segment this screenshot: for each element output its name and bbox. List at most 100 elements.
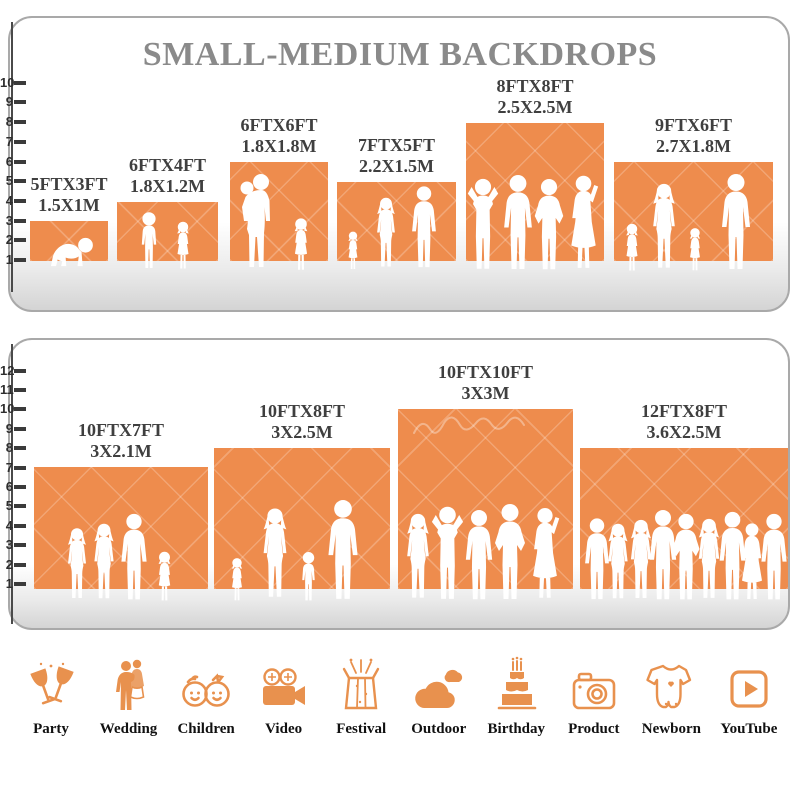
backdrop-size-ft: 9FTX6FT: [654, 115, 733, 135]
backdrop-10ftx10ft: 10FTX10FT 3X3M: [398, 362, 573, 600]
birthday-icon: [491, 656, 541, 712]
backdrop-size-m: 3X2.5M: [271, 422, 333, 442]
ruler-tick: 6: [0, 154, 26, 170]
category-youtube: YouTube: [712, 656, 786, 738]
ruler-number: 6: [5, 479, 13, 494]
page-title: SMALL-MEDIUM BACKDROPS: [142, 36, 658, 73]
ruler-number: 10: [0, 75, 15, 90]
ruler-tick: 10: [0, 401, 26, 417]
outdoor-icon: [412, 656, 466, 712]
backdrop-label: 6FTX6FT 1.8X1.8M: [240, 115, 317, 157]
backdrop-label: 5FTX3FT 1.5X1M: [30, 174, 107, 216]
silhouette-man-hands-on-hips: [495, 504, 525, 599]
category-wedding: Wedding: [92, 656, 166, 738]
backdrop-label: 9FTX6FT 2.7X1.8M: [655, 115, 732, 157]
ruler-number: 10: [0, 401, 15, 416]
ruler-dash: [14, 219, 26, 223]
category-video: Video: [247, 656, 321, 738]
ruler-number: 12: [0, 363, 15, 378]
category-children: Children: [169, 656, 243, 738]
silhouette-man: [722, 174, 750, 269]
backdrop-size-m: 2.2X1.5M: [358, 156, 434, 176]
backdrop-10ftx7ft: 10FTX7FT 3X2.1M: [34, 420, 208, 601]
backdrop-size-ft: 7FTX5FT: [357, 135, 436, 155]
wedding-icon: [106, 656, 152, 712]
ruler-dash: [14, 563, 26, 567]
backdrop-label: 6FTX4FT 1.8X1.2M: [129, 155, 206, 197]
ruler-tick: 5: [0, 173, 26, 189]
category-label: Birthday: [487, 721, 546, 737]
ruler-number: 11: [0, 382, 14, 397]
backdrop-label: 7FTX5FT 2.2X1.5M: [358, 135, 435, 177]
ruler-dash: [14, 582, 26, 586]
silhouette-woman-dress-arm-up: [533, 507, 560, 598]
ruler-number: 4: [5, 518, 13, 533]
backdrop-size-m: 1.8X1.2M: [129, 176, 205, 196]
backdrop-label: 10FTX10FT 3X3M: [438, 362, 533, 404]
ruler-tick: 10: [0, 75, 26, 91]
silhouette-girl: [626, 223, 638, 271]
ruler-tick: 3: [0, 213, 26, 229]
backdrop-size-m: 3X2.1M: [90, 441, 152, 461]
backdrop-label: 10FTX7FT 3X2.1M: [78, 420, 164, 462]
silhouette-woman-dress-arm-up: [571, 175, 599, 268]
ruler-tick: 9: [0, 421, 26, 437]
ruler-number: 8: [5, 440, 13, 455]
category-label: Video: [265, 721, 303, 737]
ruler-dash: [14, 179, 26, 183]
ruler-number: 3: [5, 537, 13, 552]
ruler-number: 2: [5, 557, 13, 572]
silhouette-man-hands-on-hips: [534, 178, 564, 270]
youtube-icon: [726, 656, 772, 712]
ruler-tick: 1: [0, 252, 26, 268]
ruler-tick: 2: [0, 557, 26, 573]
category-label: Festival: [336, 721, 387, 737]
ruler-number: 7: [5, 460, 13, 475]
ruler-tick: 6: [0, 479, 26, 495]
ruler-tick: 9: [0, 94, 26, 110]
silhouette-mother-holding-baby: [240, 174, 270, 267]
silhouette-baby-crawling: [50, 237, 93, 267]
category-label: Product: [568, 721, 620, 737]
category-label: Party: [33, 721, 69, 737]
ruler-number: 4: [5, 193, 13, 208]
silhouette-toddler: [231, 558, 243, 601]
category-label: Wedding: [99, 721, 158, 737]
ruler-dash: [14, 160, 26, 164]
ruler-dash: [14, 466, 26, 470]
ruler-dash: [14, 140, 26, 144]
ruler-number: 2: [5, 232, 13, 247]
ruler-tick: 3: [0, 537, 26, 553]
silhouette-girl: [689, 228, 701, 271]
category-label: Children: [177, 721, 235, 737]
party-icon: [25, 656, 77, 712]
backdrop-label: 12FTX8FT 3.6X2.5M: [641, 401, 727, 443]
ruler-dash: [14, 485, 26, 489]
silhouette-toddler: [348, 231, 358, 269]
ruler-dash: [14, 238, 26, 242]
silhouette-woman: [653, 183, 675, 268]
silhouette-girl: [294, 218, 308, 270]
silhouette-woman: [377, 197, 395, 267]
ruler-number: 8: [5, 114, 13, 129]
backdrop-label: 8FTX8FT 2.5X2.5M: [496, 76, 573, 118]
children-icon: [178, 656, 234, 712]
ruler-number: 9: [5, 421, 13, 436]
backdrop-10ftx8ft: 10FTX8FT 3X2.5M: [214, 401, 390, 601]
ruler-dash: [14, 427, 26, 431]
backdrop-size-ft: 6FTX6FT: [240, 115, 318, 135]
backdrop-8ftx8ft: 8FTX8FT 2.5X2.5M: [466, 76, 604, 270]
backdrop-9ftx6ft: 9FTX6FT 2.7X1.8M: [614, 115, 773, 271]
video-icon: [257, 656, 311, 712]
ruler-dash: [14, 504, 26, 508]
ruler-number: 1: [5, 252, 13, 267]
ruler-number: 5: [5, 498, 13, 513]
ruler-dash: [14, 81, 26, 85]
ruler-dash: [14, 100, 26, 104]
backdrop-size-m: 3.6X2.5M: [646, 422, 722, 442]
backdrop-size-m: 1.8X1.8M: [241, 136, 317, 156]
ruler-number: 5: [5, 173, 13, 188]
ruler-number: 1: [5, 576, 13, 591]
ruler-number: 6: [5, 154, 13, 169]
